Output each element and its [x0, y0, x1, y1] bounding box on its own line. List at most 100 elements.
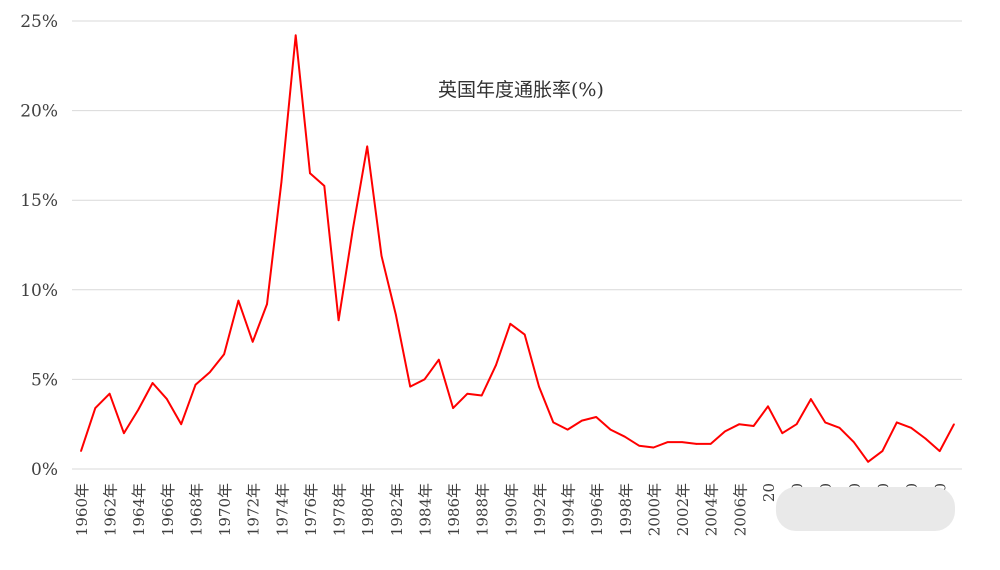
- x-axis-tick-labels: 1960年 1962年 1964年 1966年 1968年 1970年 1972年 1974年…: [73, 483, 950, 536]
- data-point: [352, 228, 354, 230]
- x-tick-label: 1990年: [502, 483, 520, 536]
- data-point: [337, 319, 340, 322]
- data-point: [609, 428, 612, 431]
- x-tick-label: 1986年: [445, 483, 463, 536]
- data-point: [323, 185, 326, 187]
- data-point: [309, 172, 311, 175]
- data-point: [738, 423, 741, 426]
- obscured-region: [775, 487, 955, 531]
- data-point: [695, 443, 698, 445]
- x-tick-label: 1994年: [560, 483, 578, 536]
- data-point: [194, 383, 197, 386]
- x-tick-label: 1974年: [273, 483, 291, 536]
- data-point: [209, 371, 211, 374]
- chart-title: 英国年度通胀率(%): [438, 79, 604, 101]
- data-point: [509, 323, 512, 325]
- data-point: [395, 314, 397, 316]
- x-tick-label: 1998年: [617, 483, 635, 536]
- x-tick-label: 1978年: [331, 483, 349, 536]
- data-point: [166, 398, 168, 400]
- data-point: [437, 358, 440, 361]
- data-point: [452, 407, 454, 409]
- data-point: [123, 432, 125, 434]
- data-point: [595, 416, 598, 418]
- gridlines: [72, 20, 962, 470]
- data-point: [767, 405, 769, 408]
- y-tick-label: 0%: [31, 460, 58, 480]
- x-tick-label: 1996年: [588, 483, 606, 536]
- data-point: [180, 423, 182, 426]
- x-tick-label: 1980年: [359, 483, 377, 536]
- x-tick-label: 20: [760, 483, 778, 502]
- data-point: [624, 435, 626, 438]
- inflation-line: [80, 34, 955, 463]
- data-point: [867, 461, 869, 463]
- data-point: [752, 425, 755, 427]
- data-point: [94, 407, 97, 409]
- x-tick-label: 1984年: [416, 483, 434, 536]
- data-point: [924, 437, 927, 440]
- data-point: [838, 426, 841, 429]
- data-point: [108, 392, 111, 395]
- y-tick-label: 10%: [20, 281, 58, 301]
- data-point: [552, 421, 555, 424]
- data-point: [781, 432, 784, 434]
- x-tick-label: 1972年: [245, 483, 263, 536]
- data-point: [480, 394, 483, 397]
- data-point: [80, 450, 82, 452]
- x-tick-label: 2002年: [674, 483, 692, 536]
- x-tick-label: 1992年: [531, 483, 549, 536]
- data-point: [895, 421, 898, 424]
- x-tick-label: 1988年: [474, 483, 492, 536]
- data-point: [638, 444, 640, 447]
- data-point: [523, 333, 526, 336]
- y-tick-label: 5%: [31, 370, 58, 390]
- data-point: [681, 441, 683, 443]
- data-point: [881, 450, 884, 452]
- data-point: [266, 303, 268, 305]
- x-tick-label: 1970年: [216, 483, 234, 536]
- series-line-layer: [80, 34, 955, 463]
- data-point: [409, 385, 411, 388]
- data-point: [423, 378, 426, 381]
- data-point: [810, 398, 812, 400]
- x-tick-label: 1968年: [187, 483, 205, 536]
- data-point: [466, 392, 469, 395]
- x-tick-label: 1960年: [73, 483, 91, 536]
- x-tick-label: 1966年: [159, 483, 177, 536]
- x-tick-label: 1964年: [130, 483, 148, 536]
- data-point: [237, 299, 240, 302]
- y-tick-label: 25%: [20, 12, 58, 32]
- data-point: [151, 382, 154, 384]
- x-tick-label: 1982年: [388, 483, 406, 536]
- data-point: [724, 430, 726, 433]
- blurred-tick-labels: [775, 487, 955, 531]
- data-point: [280, 181, 283, 184]
- data-point: [380, 254, 383, 257]
- y-axis-tick-labels: 0% 5% 10% 15% 20% 25%: [20, 12, 58, 480]
- data-point: [294, 34, 297, 37]
- data-point: [566, 428, 569, 431]
- data-point: [495, 364, 497, 366]
- x-tick-label: 2000年: [645, 483, 663, 536]
- data-point: [953, 423, 955, 426]
- y-tick-label: 20%: [20, 102, 58, 122]
- data-point: [910, 426, 912, 429]
- x-tick-label: 1962年: [102, 483, 120, 536]
- x-tick-label: 2004年: [703, 483, 721, 536]
- data-point: [538, 385, 540, 388]
- data-point: [223, 353, 225, 356]
- data-point: [652, 446, 655, 449]
- data-point: [366, 145, 369, 148]
- data-point: [137, 409, 140, 411]
- data-point: [853, 441, 855, 443]
- x-tick-label: 1976年: [302, 483, 320, 536]
- x-tick-label: 2006年: [731, 483, 749, 536]
- data-point: [666, 441, 669, 443]
- data-point: [709, 443, 712, 445]
- data-point: [581, 419, 583, 422]
- y-tick-label: 15%: [20, 191, 58, 211]
- data-point: [251, 340, 254, 343]
